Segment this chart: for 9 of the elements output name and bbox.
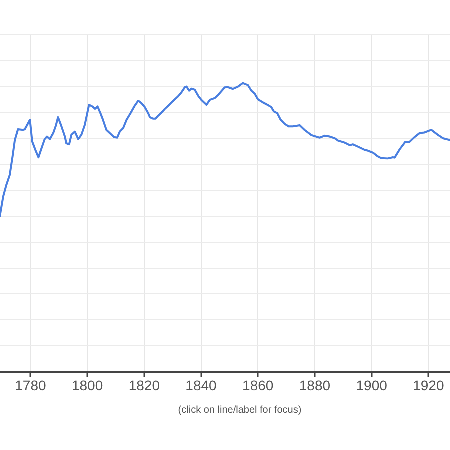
x-tick-label: 1920 [413, 377, 444, 394]
x-tick-label: 1880 [299, 377, 331, 394]
text: (click on line/label for focus) [178, 405, 302, 416]
x-tick-label: 1840 [186, 377, 218, 394]
x-tick-label: 1780 [15, 377, 46, 394]
x-tick-label: 1800 [72, 377, 104, 394]
x-tick-label: 1860 [242, 377, 274, 394]
x-tick-label: 1820 [128, 377, 160, 394]
x-tick-label: 1900 [356, 377, 388, 394]
